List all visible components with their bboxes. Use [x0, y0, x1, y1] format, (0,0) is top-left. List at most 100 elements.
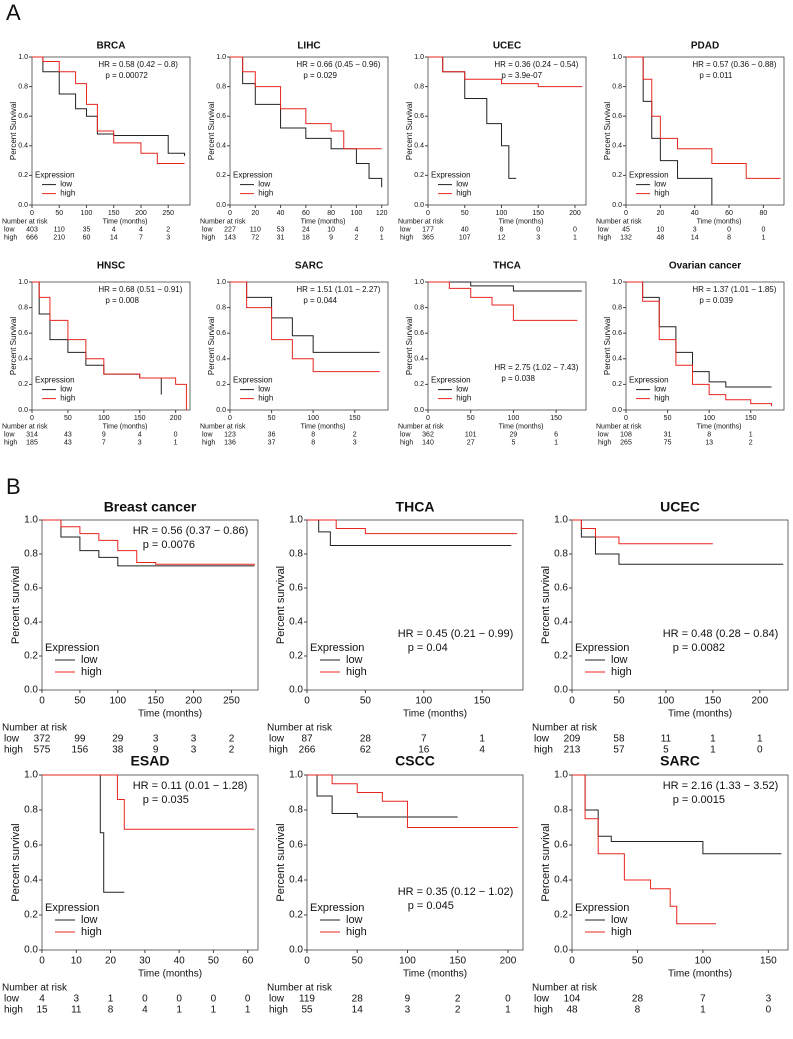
risk-count: 11	[661, 734, 672, 745]
legend-label: low	[654, 385, 666, 394]
x-tick-label: 120	[376, 210, 388, 217]
risk-count: 4	[138, 432, 142, 439]
legend-label: high	[81, 666, 102, 678]
survival-curve	[428, 281, 582, 292]
x-tick-label: 150	[745, 415, 757, 422]
annotation: p = 0.0015	[673, 794, 725, 806]
x-tick-label: 50	[461, 210, 469, 217]
x-axis-label: Time (months)	[697, 424, 742, 431]
y-tick-label: 0.0	[414, 202, 424, 209]
risk-count: 185	[26, 440, 38, 447]
survival-curve	[230, 56, 382, 150]
x-axis-label: Time (months)	[103, 219, 148, 226]
risk-count: 6	[554, 432, 558, 439]
y-tick-label: 0.4	[612, 356, 622, 363]
risk-count: 11	[71, 1005, 82, 1016]
risk-count: 110	[250, 227, 261, 234]
risk-count: 0	[245, 994, 251, 1005]
risk-row-label: high	[269, 745, 288, 756]
x-tick-label: 0	[569, 696, 575, 707]
y-tick-label: 0.4	[612, 143, 622, 150]
risk-row-label: high	[4, 440, 17, 447]
x-tick-label: 250	[162, 210, 174, 217]
legend-label: high	[258, 189, 273, 198]
risk-count: 372	[34, 734, 51, 745]
risk-count: 143	[224, 235, 236, 242]
survival-curve	[428, 281, 578, 321]
y-tick-label: 0.8	[289, 549, 303, 560]
risk-title: Number at risk	[532, 983, 598, 994]
x-tick-label: 150	[474, 696, 491, 707]
y-tick-label: 0.8	[289, 805, 303, 816]
x-tick-label: 150	[349, 415, 361, 422]
risk-count: 10	[327, 227, 335, 234]
annotation: p = 3.9e-07	[501, 71, 542, 80]
annotation: HR = 0.58 (0.42 − 0.8)	[98, 60, 178, 69]
y-axis-label: Percent survival	[275, 823, 287, 901]
risk-count: 9	[329, 235, 333, 242]
x-tick-label: 40	[691, 210, 699, 217]
x-axis-label: Time (months)	[499, 424, 544, 431]
legend-title: Expression	[233, 171, 273, 180]
y-tick-label: 1.0	[612, 279, 622, 286]
risk-count: 31	[664, 432, 672, 439]
legend-label: high	[654, 394, 669, 403]
chart-title: LIHC	[297, 41, 320, 52]
risk-row-label: low	[202, 432, 213, 439]
x-tick-label: 100	[703, 415, 715, 422]
risk-title: Number at risk	[267, 723, 333, 734]
risk-count: 0	[573, 227, 577, 234]
risk-count: 0	[174, 432, 178, 439]
risk-count: 1	[176, 1005, 182, 1016]
plot-frame	[571, 519, 789, 691]
risk-count: 16	[418, 745, 430, 756]
y-tick-label: 0.6	[289, 583, 303, 594]
risk-count: 18	[302, 235, 310, 242]
risk-row-label: low	[598, 227, 609, 234]
x-tick-label: 50	[74, 696, 86, 707]
x-tick-label: 0	[624, 415, 628, 422]
risk-count: 266	[299, 745, 316, 756]
legend-label: low	[60, 385, 72, 394]
plot-frame	[41, 519, 259, 691]
risk-row-label: low	[598, 432, 609, 439]
y-axis-label: Percent Survival	[603, 102, 612, 160]
x-tick-label: 0	[624, 210, 628, 217]
y-tick-label: 0.0	[216, 407, 226, 414]
risk-count: 136	[224, 440, 236, 447]
y-tick-label: 0.8	[612, 83, 622, 90]
x-tick-label: 0	[426, 415, 430, 422]
chart-title: THCA	[396, 499, 435, 515]
x-tick-label: 100	[81, 210, 93, 217]
risk-count: 8	[727, 235, 731, 242]
risk-count: 1	[174, 440, 178, 447]
y-tick-label: 1.0	[289, 515, 303, 526]
x-tick-label: 150	[108, 210, 120, 217]
risk-count: 55	[301, 1005, 313, 1016]
risk-count: 8	[311, 440, 315, 447]
risk-row-label: low	[4, 994, 20, 1005]
survival-curve	[230, 281, 380, 373]
risk-count: 0	[211, 994, 217, 1005]
risk-count: 101	[465, 432, 477, 439]
x-tick-label: 50	[467, 415, 475, 422]
x-tick-label: 60	[302, 210, 310, 217]
risk-count: 3	[353, 440, 357, 447]
risk-count: 1	[479, 734, 485, 745]
chart-title: Ovarian cancer	[669, 261, 741, 272]
risk-count: 28	[352, 994, 364, 1005]
risk-count: 9	[405, 994, 411, 1005]
x-tick-label: 0	[426, 210, 430, 217]
risk-row-label: low	[4, 734, 20, 745]
plot-frame	[571, 774, 789, 951]
x-tick-label: 50	[360, 696, 372, 707]
risk-count: 43	[64, 432, 72, 439]
x-tick-label: 150	[147, 696, 164, 707]
risk-count: 156	[72, 745, 89, 756]
x-tick-label: 50	[664, 415, 672, 422]
x-tick-label: 0	[30, 415, 34, 422]
chart-title: ESAD	[131, 753, 170, 769]
y-tick-label: 0.6	[554, 583, 568, 594]
survival-curve	[428, 56, 583, 88]
